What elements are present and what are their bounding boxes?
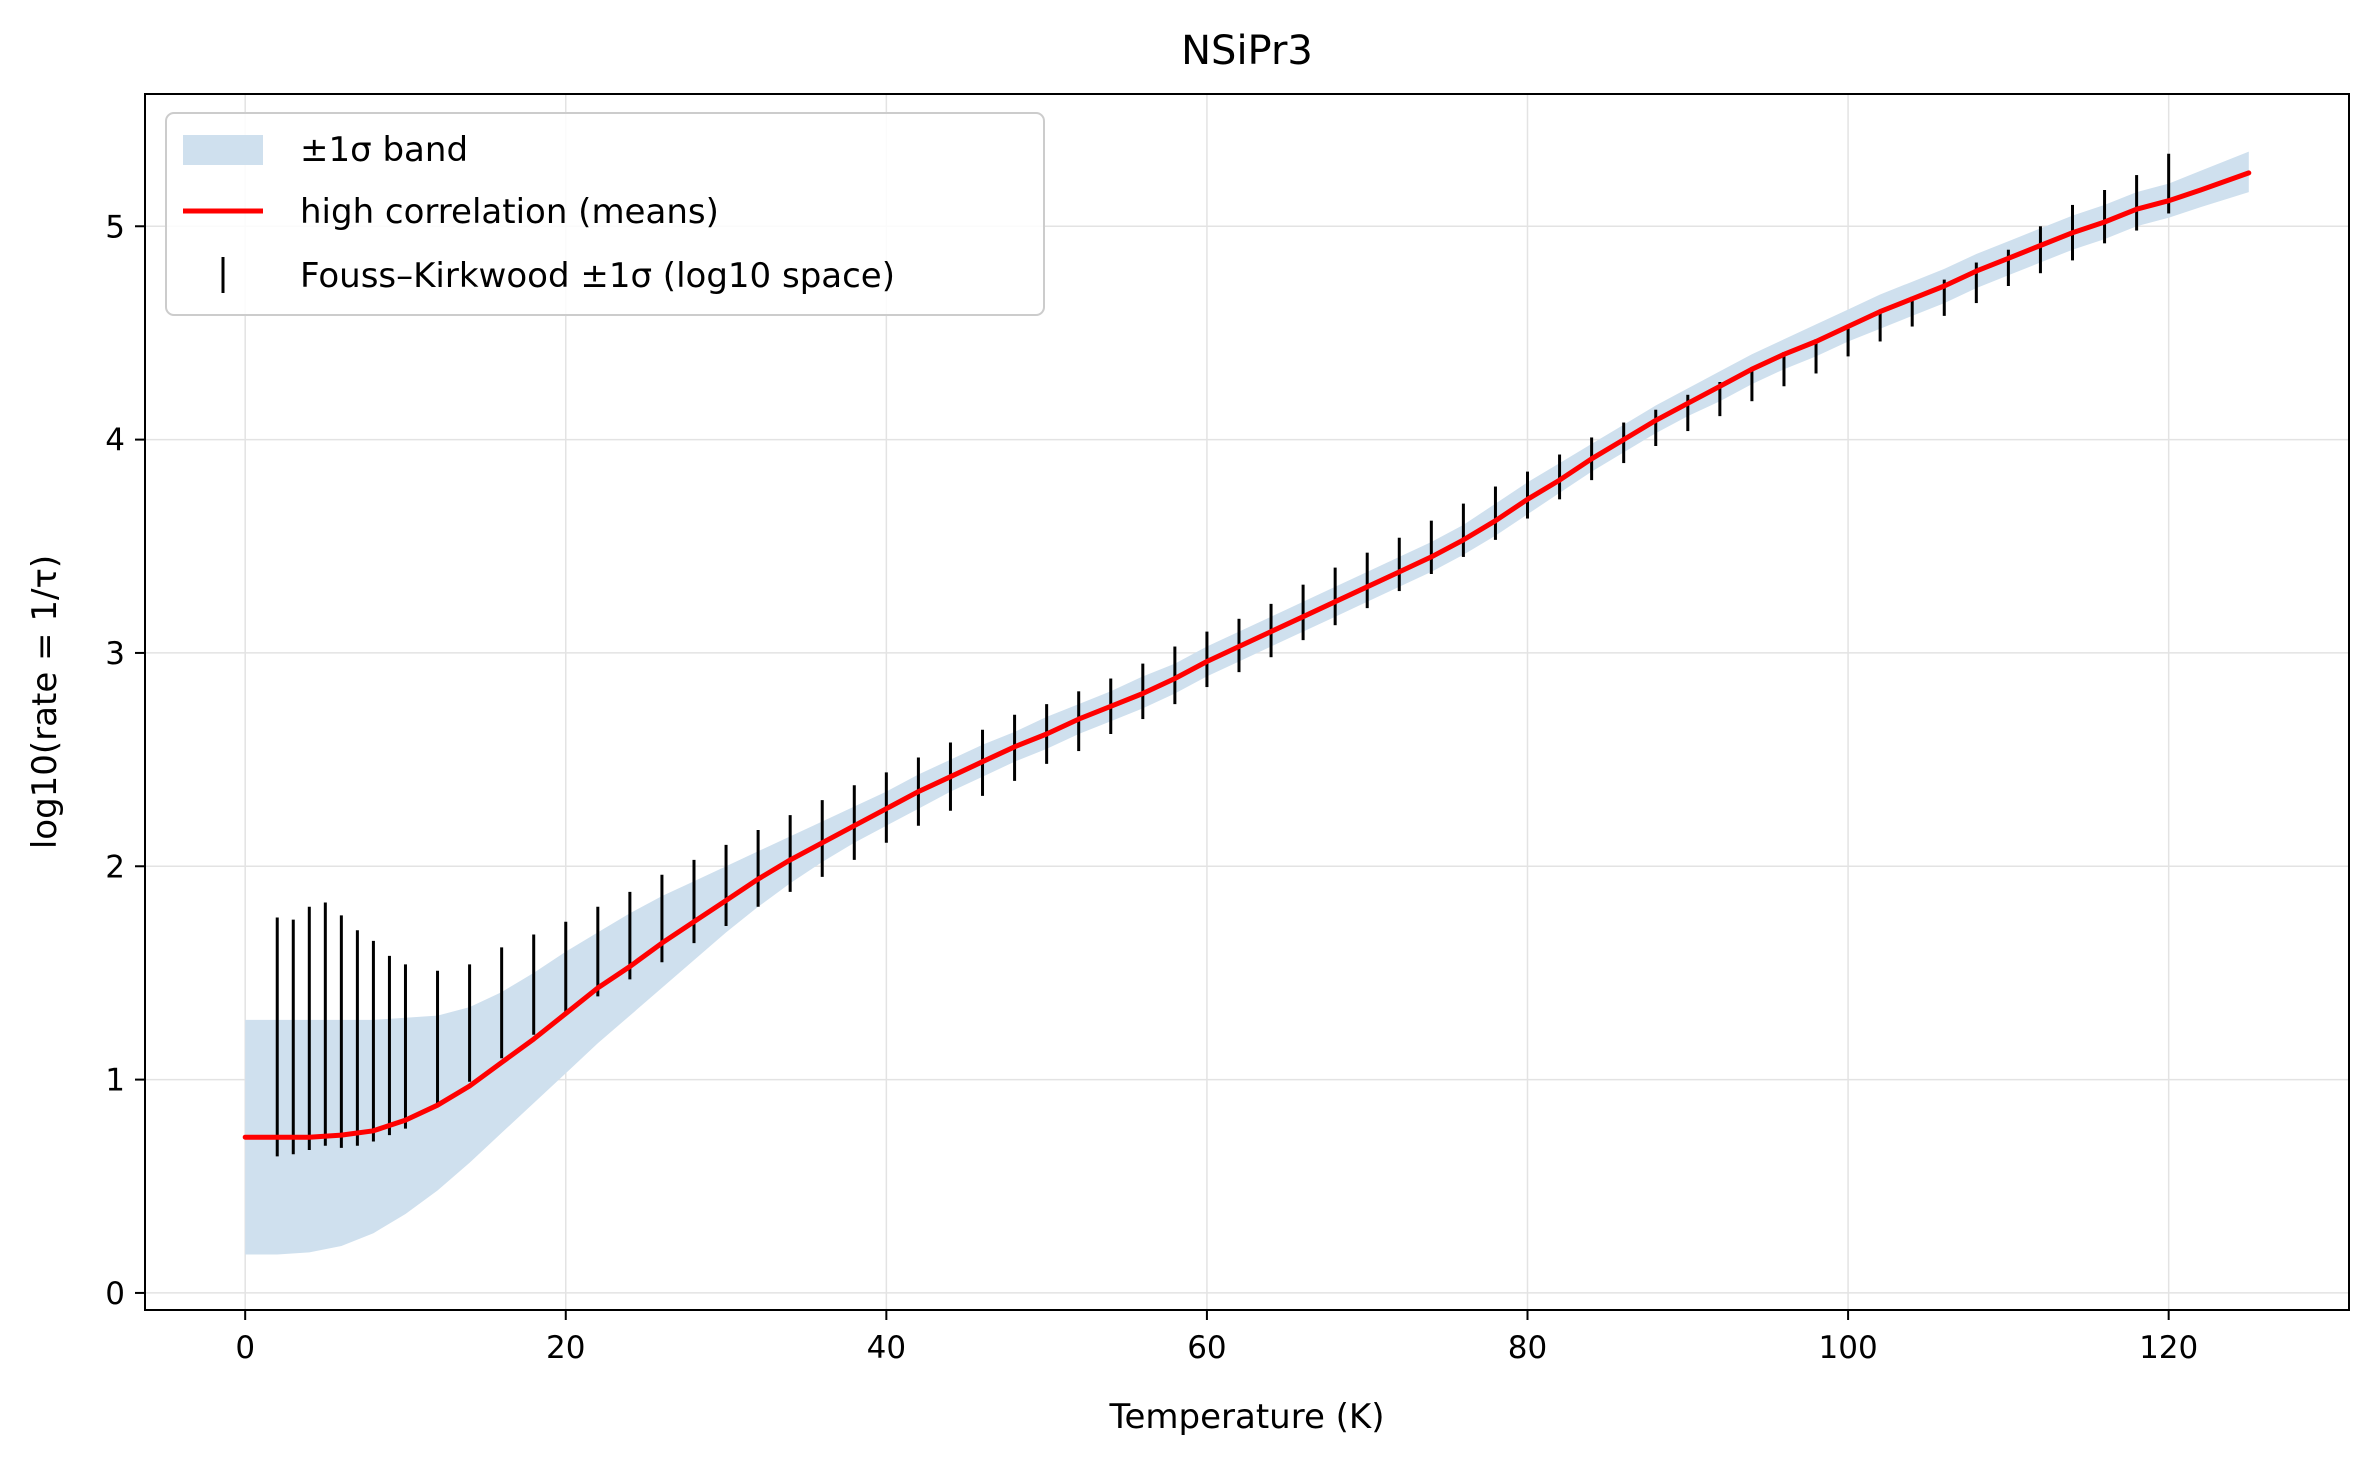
legend-box [165,112,1045,316]
chart-title: NSiPr3 [1181,28,1313,74]
y-tick-label-0: 0 [105,1276,125,1312]
legend-label-mean: high correlation (means) [300,192,719,232]
y-tick-label-5: 5 [105,209,125,245]
errorbar-layer [275,153,2171,1157]
y-tick-label-3: 3 [105,636,125,672]
sigma-band-layer [245,151,2249,1255]
y-tick-label-4: 4 [105,423,125,459]
y-axis-ticks: 0 1 2 3 4 5 [105,209,145,1312]
x-axis-label: Temperature (K) [1108,1397,1384,1437]
x-tick-label-0: 0 [235,1330,255,1366]
x-axis-ticks: 0 20 40 60 80 100 120 [235,1310,2198,1366]
plot-frame [144,93,2350,1311]
x-tick-label-5: 100 [1819,1330,1878,1366]
legend-label-band: ±1σ band [300,130,468,170]
y-axis-label: log10(rate = 1/τ) [25,555,65,849]
x-tick-label-2: 40 [867,1330,906,1366]
legend: ±1σ band high correlation (means) Fouss–… [165,112,1045,316]
y-tick-label-2: 2 [105,849,125,885]
legend-label-errorbar: Fouss–Kirkwood ±1σ (log10 space) [300,256,895,296]
sigma-band [245,151,2249,1255]
x-tick-label-6: 120 [2139,1330,2198,1366]
x-tick-label-4: 80 [1508,1330,1547,1366]
x-tick-label-1: 20 [546,1330,585,1366]
x-tick-label-3: 60 [1187,1330,1226,1366]
mean-curve-layer [242,170,2252,1140]
legend-band-swatch [183,135,263,165]
y-tick-label-1: 1 [105,1063,125,1099]
mean-curve [242,170,2252,1140]
